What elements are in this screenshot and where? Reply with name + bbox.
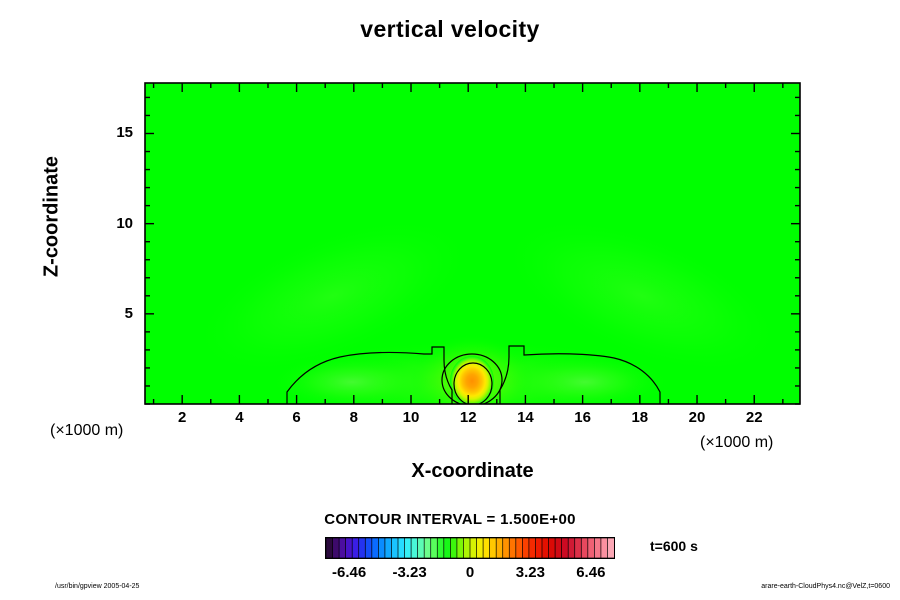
contour-line-inner [453,362,493,404]
colorbar-band [482,538,491,558]
x-tick-label-8: 18 [631,409,649,426]
colorbar-band [404,538,412,558]
y-tick-label-1: 10 [116,214,133,232]
colorbar-tick-label-2: 0 [465,564,475,581]
colorbar-tick-label-4: 6.46 [576,564,606,581]
contour-lines [286,345,661,404]
colorbar-band [364,538,373,558]
colorbar-band [417,538,425,558]
colorbar-band [358,538,367,558]
colorbar-band [489,538,497,558]
x-tick-label-6: 14 [517,409,534,426]
colorbar-band [469,538,478,558]
colorbar-band [326,538,334,558]
colorbar-band [508,538,517,558]
x-axis-unit-label: (×1000 m) [700,434,774,451]
footer-dataset-source: arare-earth-CloudPhys4.nc@VelZ,t=0600 [761,583,890,590]
colorbar-band [607,538,614,558]
colorbar-tick-label-1: -3.23 [392,564,427,581]
colorbar-band [567,538,576,558]
x-tick-label-1: 4 [235,409,244,426]
colorbar-band [397,538,406,558]
colorbar-band [371,538,380,558]
colorbar-band [345,538,353,558]
colorbar-band [443,538,452,558]
colorbar-band [351,538,360,558]
colorbar-band [391,538,399,558]
x-tick-label-5: 12 [459,409,477,426]
contour-line-right [499,345,661,404]
colorbar-band [436,538,445,558]
x-tick-label-3: 8 [349,409,358,426]
colorbar-band [594,538,602,558]
updraft-cell-left [274,356,430,404]
colorbar-band [463,538,471,558]
colorbar-band [600,538,609,558]
colorbar-band [332,538,340,558]
colorbar-band [495,538,504,558]
colorbar-band [548,538,556,558]
colorbar [325,537,615,559]
x-tick-label-4: 10 [402,409,420,426]
contour-plot-area [144,82,801,405]
colorbar-tick-label-3: 3.23 [515,564,545,581]
gravity-wave-lobe-right [500,217,784,375]
x-tick-label-10: 22 [745,409,763,426]
gravity-wave-lobe-left [191,217,475,375]
plot-frame [144,82,801,405]
colorbar-tick-label-0: -6.46 [332,564,367,581]
page-title: vertical velocity [360,16,540,42]
contour-field [145,83,800,404]
contour-interval-label: CONTOUR INTERVAL = 1.500E+00 [324,511,576,528]
time-label: t=600 s [650,538,698,554]
x-axis-title: X-coordinate [411,460,534,482]
footer-tool-credit: /usr/bin/gpview 2005-04-25 [55,583,140,590]
colorbar-band [515,538,524,558]
contour-line-mid [441,353,503,404]
y-axis-unit-label: (×1000 m) [50,422,124,439]
colorbar-band [410,538,419,558]
colorbar-band [456,538,465,558]
contour-line-left [286,346,453,404]
y-tick-label-2: 15 [116,124,133,142]
x-tick-label-7: 16 [574,409,591,426]
x-tick-label-0: 2 [178,409,187,426]
colorbar-band [580,538,589,558]
colorbar-band [430,538,439,558]
colorbar-band [450,538,458,558]
y-tick-label-0: 5 [124,304,133,322]
x-tick-label-2: 6 [292,409,301,426]
colorbar-band [378,538,386,558]
colorbar-band [574,538,583,558]
colorbar-band [423,538,432,558]
colorbar-band [338,538,347,558]
colorbar-band [587,538,596,558]
colorbar-band [554,538,563,558]
x-tick-label-9: 20 [688,409,706,426]
colorbar-band [502,538,511,558]
colorbar-band [476,538,484,558]
colorbar-band [384,538,393,558]
axis-tick-marks [145,83,800,405]
colorbar-band [561,538,569,558]
colorbar-band [528,538,537,558]
colorbar-band [535,538,543,558]
colorbar-gradient [326,538,614,558]
colorbar-band [522,538,530,558]
colorbar-band [541,538,550,558]
updraft-cell-right [507,356,663,404]
